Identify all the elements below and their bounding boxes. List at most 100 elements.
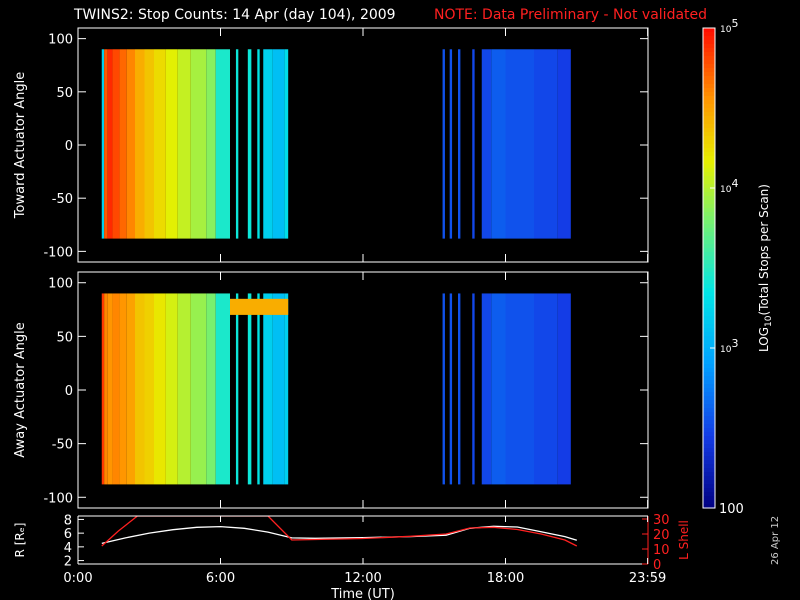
y-axis-label-right: L Shell	[677, 520, 691, 560]
heatmap-column	[104, 293, 108, 485]
x-tick-label: 23:59	[629, 571, 666, 586]
heatmap-column	[135, 49, 145, 239]
x-tick-label: 18:00	[487, 571, 524, 586]
colorbar-cell	[703, 364, 715, 369]
heatmap-column	[126, 293, 135, 485]
x-axis-label: Time (UT)	[330, 587, 395, 600]
y-tick-label: -50	[52, 192, 73, 207]
colorbar-cell	[703, 404, 715, 409]
colorbar-cell	[703, 84, 715, 89]
colorbar-cell	[703, 316, 715, 321]
heatmap-column	[557, 293, 571, 485]
y-tick-label: 0	[65, 139, 73, 154]
chart-title: TWINS2: Stop Counts: 14 Apr (day 104), 2…	[74, 7, 396, 23]
colorbar-cell	[703, 112, 715, 117]
colorbar-tick-label: 103	[720, 337, 738, 355]
y-tick-label: -100	[43, 491, 73, 506]
heatmap-column	[442, 49, 445, 239]
colorbar-cell	[703, 68, 715, 73]
heatmap-column	[177, 49, 191, 239]
colorbar-cell	[703, 388, 715, 393]
colorbar-cell	[703, 332, 715, 337]
colorbar-cell	[703, 148, 715, 153]
x-tick-label: 0:00	[63, 571, 92, 586]
colorbar-cell	[703, 80, 715, 85]
colorbar-cell	[703, 412, 715, 417]
colorbar-cell	[703, 40, 715, 45]
colorbar-cell	[703, 460, 715, 465]
colorbar-cell	[703, 432, 715, 437]
colorbar-cell	[703, 120, 715, 125]
heatmap-column	[215, 49, 230, 239]
colorbar-cell	[703, 440, 715, 445]
heatmap-column	[449, 49, 453, 239]
colorbar-cell	[703, 220, 715, 225]
heatmap-column	[104, 49, 108, 239]
heatmap-column	[101, 293, 105, 485]
heatmap-column	[126, 49, 135, 239]
colorbar-cell	[703, 172, 715, 177]
colorbar-cell	[703, 380, 715, 385]
colorbar-min-label: 100	[719, 502, 744, 517]
colorbar-cell	[703, 444, 715, 449]
colorbar-cell	[703, 176, 715, 181]
heatmap-column	[491, 49, 506, 239]
y-tick-label-left: 8	[64, 513, 72, 528]
colorbar-cell	[703, 448, 715, 453]
colorbar-cell	[703, 336, 715, 341]
colorbar-cell	[703, 312, 715, 317]
colorbar-cell	[703, 204, 715, 209]
heatmap-column	[190, 49, 207, 239]
heatmap-column	[442, 293, 445, 485]
heatmap-column	[112, 293, 120, 485]
heatmap-column	[481, 293, 492, 485]
heatmap-column	[534, 49, 558, 239]
colorbar-cell	[703, 416, 715, 421]
y-axis-label: Away Actuator Angle	[13, 322, 28, 457]
colorbar-cell	[703, 236, 715, 241]
y-tick-label: 100	[48, 33, 73, 48]
colorbar-cell	[703, 184, 715, 189]
y-axis-label-left: R [Rₑ]	[13, 523, 27, 558]
y-tick-label-left: 6	[64, 527, 72, 542]
heatmap-column	[144, 293, 154, 485]
y-tick-label: 50	[56, 330, 73, 345]
colorbar-cell	[703, 292, 715, 297]
y-axis-label: Toward Actuator Angle	[13, 72, 28, 219]
heatmap-column	[135, 293, 145, 485]
colorbar-cell	[703, 248, 715, 253]
colorbar-cell	[703, 280, 715, 285]
heatmap-column	[206, 293, 216, 485]
colorbar-cell	[703, 212, 715, 217]
colorbar-cell	[703, 164, 715, 169]
colorbar-cell	[703, 116, 715, 121]
colorbar-cell	[703, 300, 715, 305]
colorbar-cell	[703, 200, 715, 205]
colorbar-cell	[703, 372, 715, 377]
colorbar-cell	[703, 288, 715, 293]
colorbar-cell	[703, 396, 715, 401]
heatmap-column	[107, 293, 113, 485]
colorbar-cell	[703, 424, 715, 429]
y-tick-label-right: 0	[653, 558, 661, 573]
heatmap-column	[177, 293, 191, 485]
colorbar-cell	[703, 500, 715, 505]
heatmap-column	[505, 293, 534, 485]
colorbar-cell	[703, 252, 715, 257]
colorbar-cell	[703, 328, 715, 333]
colorbar-cell	[703, 360, 715, 365]
away-heatmap-panel: 100 50 0 -50 -100 Away Actuator Angle	[13, 271, 649, 509]
y-tick-label: -50	[52, 438, 73, 453]
colorbar-cell	[703, 384, 715, 389]
heatmap-column	[190, 293, 207, 485]
toward-heatmap-panel: 100 50 0 -50 -100 Toward Actuator Angle	[13, 27, 649, 263]
colorbar-cell	[703, 480, 715, 485]
colorbar-cell	[703, 420, 715, 425]
y-tick-label: 100	[48, 277, 73, 292]
colorbar-cell	[703, 256, 715, 261]
colorbar-cell	[703, 488, 715, 493]
colorbar-cell	[703, 472, 715, 477]
colorbar-cell	[703, 496, 715, 501]
heatmap-column	[107, 49, 113, 239]
colorbar-cell	[703, 196, 715, 201]
